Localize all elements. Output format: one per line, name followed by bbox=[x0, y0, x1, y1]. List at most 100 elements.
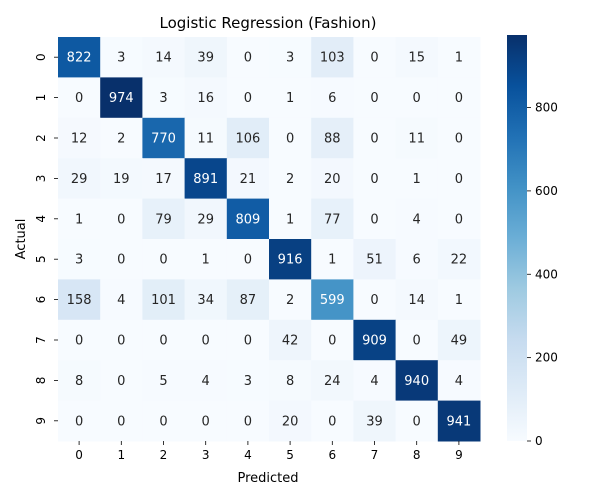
cell-value-r6-c1: 4 bbox=[117, 293, 125, 308]
heatmap-cell-r8-c2 bbox=[142, 360, 186, 402]
heatmap-cell-r6-c3 bbox=[184, 279, 228, 321]
cell-value-r8-c0: 8 bbox=[75, 374, 83, 389]
heatmap-cell-r8-c4 bbox=[226, 360, 270, 402]
cell-value-r3-c0: 29 bbox=[71, 172, 88, 187]
cell-value-r7-c0: 0 bbox=[75, 334, 83, 349]
x-tick-label-5: 5 bbox=[286, 448, 294, 462]
heatmap-cell-r4-c1 bbox=[100, 198, 143, 240]
cell-value-r1-c4: 0 bbox=[244, 91, 252, 106]
cell-value-r6-c0: 158 bbox=[67, 293, 92, 308]
heatmap-cell-r8-c1 bbox=[100, 360, 143, 402]
cell-value-r2-c1: 2 bbox=[117, 132, 125, 147]
cell-value-r6-c4: 87 bbox=[240, 293, 257, 308]
y-tick-label-4: 4 bbox=[34, 215, 48, 223]
cell-value-r0-c6: 103 bbox=[320, 51, 345, 66]
heatmap-cell-r5-c7 bbox=[353, 239, 397, 280]
cell-value-r8-c4: 3 bbox=[244, 374, 252, 389]
cell-value-r1-c2: 3 bbox=[159, 91, 167, 106]
heatmap-cell-r1-c2 bbox=[142, 77, 186, 119]
cell-value-r7-c1: 0 bbox=[117, 334, 125, 349]
heatmap-cell-r4-c5 bbox=[269, 198, 312, 240]
y-axis-label: Actual bbox=[14, 219, 29, 260]
cell-value-r4-c2: 79 bbox=[155, 212, 172, 227]
y-tick-label-3: 3 bbox=[34, 175, 48, 183]
cell-value-r7-c7: 909 bbox=[362, 334, 387, 349]
heatmap-cell-r2-c9 bbox=[437, 117, 481, 159]
y-tick-label-2: 2 bbox=[34, 134, 48, 142]
cell-value-r1-c9: 0 bbox=[455, 91, 463, 106]
cell-value-r9-c3: 0 bbox=[202, 414, 210, 429]
cell-value-r8-c1: 0 bbox=[117, 374, 125, 389]
cell-value-r4-c0: 1 bbox=[75, 212, 83, 227]
heatmap-cell-r0-c5 bbox=[269, 37, 312, 78]
heatmap-cell-r1-c8 bbox=[395, 77, 439, 119]
heatmap-cell-r3-c5 bbox=[269, 158, 312, 200]
cell-value-r3-c9: 0 bbox=[455, 172, 463, 187]
heatmap-cell-r7-c4 bbox=[226, 319, 270, 361]
heatmap-cell-r9-c4 bbox=[226, 400, 270, 442]
heatmap-cell-r3-c8 bbox=[395, 158, 439, 200]
heatmap-cell-r4-c3 bbox=[184, 198, 228, 240]
cell-value-r8-c5: 8 bbox=[286, 374, 294, 389]
cell-value-r5-c6: 1 bbox=[328, 253, 336, 268]
cell-value-r7-c2: 0 bbox=[159, 334, 167, 349]
heatmap-cell-r2-c8 bbox=[395, 117, 439, 159]
cell-value-r8-c3: 4 bbox=[202, 374, 210, 389]
heatmap-cell-r5-c8 bbox=[395, 239, 439, 280]
heatmap-cell-r0-c6 bbox=[311, 37, 354, 78]
heatmap-cell-r8-c5 bbox=[269, 360, 312, 402]
cell-value-r7-c6: 0 bbox=[328, 334, 336, 349]
cell-value-r3-c2: 17 bbox=[155, 172, 172, 187]
y-tick-label-0: 0 bbox=[34, 53, 48, 61]
heatmap-cell-r7-c2 bbox=[142, 319, 186, 361]
heatmap-cell-r4-c6 bbox=[311, 198, 354, 240]
heatmap-cell-r1-c5 bbox=[269, 77, 312, 119]
y-tick-label-1: 1 bbox=[34, 94, 48, 102]
cell-value-r9-c2: 0 bbox=[159, 414, 167, 429]
heatmap-cell-r3-c4 bbox=[226, 158, 270, 200]
cell-value-r9-c1: 0 bbox=[117, 414, 125, 429]
heatmap-cell-r4-c2 bbox=[142, 198, 186, 240]
x-tick-label-8: 8 bbox=[413, 448, 421, 462]
cell-value-r1-c0: 0 bbox=[75, 91, 83, 106]
heatmap-cell-r5-c9 bbox=[437, 239, 481, 280]
cell-value-r1-c1: 974 bbox=[109, 91, 134, 106]
cell-value-r3-c3: 891 bbox=[193, 172, 218, 187]
heatmap-cell-r2-c5 bbox=[269, 117, 312, 159]
cell-value-r7-c8: 0 bbox=[413, 334, 421, 349]
cell-value-r9-c6: 0 bbox=[328, 414, 336, 429]
heatmap-cell-r3-c3 bbox=[184, 158, 228, 200]
heatmap-cell-r6-c5 bbox=[269, 279, 312, 321]
heatmap-cell-labels: 822 3 14 39 0 3 103 0 15 10 974 3 16 0 1 6 0 0 012 2 770 11 10… bbox=[67, 51, 472, 430]
heatmap-cell-r9-c5 bbox=[269, 400, 312, 442]
cell-value-r8-c2: 5 bbox=[159, 374, 167, 389]
heatmap-cell-r4-c7 bbox=[353, 198, 397, 240]
heatmap-cell-r6-c9 bbox=[437, 279, 481, 321]
colorbar-tick-label-2: 400 bbox=[535, 267, 558, 281]
cell-value-r0-c2: 14 bbox=[155, 51, 172, 66]
x-tick-label-9: 9 bbox=[455, 448, 463, 462]
cell-value-r2-c4: 106 bbox=[235, 132, 260, 147]
cell-value-r0-c1: 3 bbox=[117, 51, 125, 66]
heatmap-cell-r8-c6 bbox=[311, 360, 354, 402]
heatmap-cell-r7-c1 bbox=[100, 319, 143, 361]
heatmap-cell-r9-c3 bbox=[184, 400, 228, 442]
cell-value-r9-c8: 0 bbox=[413, 414, 421, 429]
cell-value-r1-c3: 16 bbox=[197, 91, 214, 106]
heatmap-cell-r5-c3 bbox=[184, 239, 228, 280]
cell-value-r9-c7: 39 bbox=[366, 414, 383, 429]
cell-value-r2-c2: 770 bbox=[151, 132, 176, 147]
cell-value-r0-c9: 1 bbox=[455, 51, 463, 66]
heatmap-cell-r7-c0 bbox=[58, 319, 101, 361]
cell-value-r1-c7: 0 bbox=[370, 91, 378, 106]
cell-value-r9-c5: 20 bbox=[282, 414, 299, 429]
cell-value-r7-c4: 0 bbox=[244, 334, 252, 349]
heatmap-cell-r1-c1 bbox=[100, 77, 143, 119]
heatmap-cell-r2-c0 bbox=[58, 117, 101, 159]
heatmap-cells bbox=[58, 37, 481, 442]
heatmap-cell-r0-c0 bbox=[58, 37, 101, 78]
cell-value-r4-c7: 0 bbox=[370, 212, 378, 227]
x-tick-label-4: 4 bbox=[244, 448, 252, 462]
cell-value-r2-c6: 88 bbox=[324, 132, 341, 147]
